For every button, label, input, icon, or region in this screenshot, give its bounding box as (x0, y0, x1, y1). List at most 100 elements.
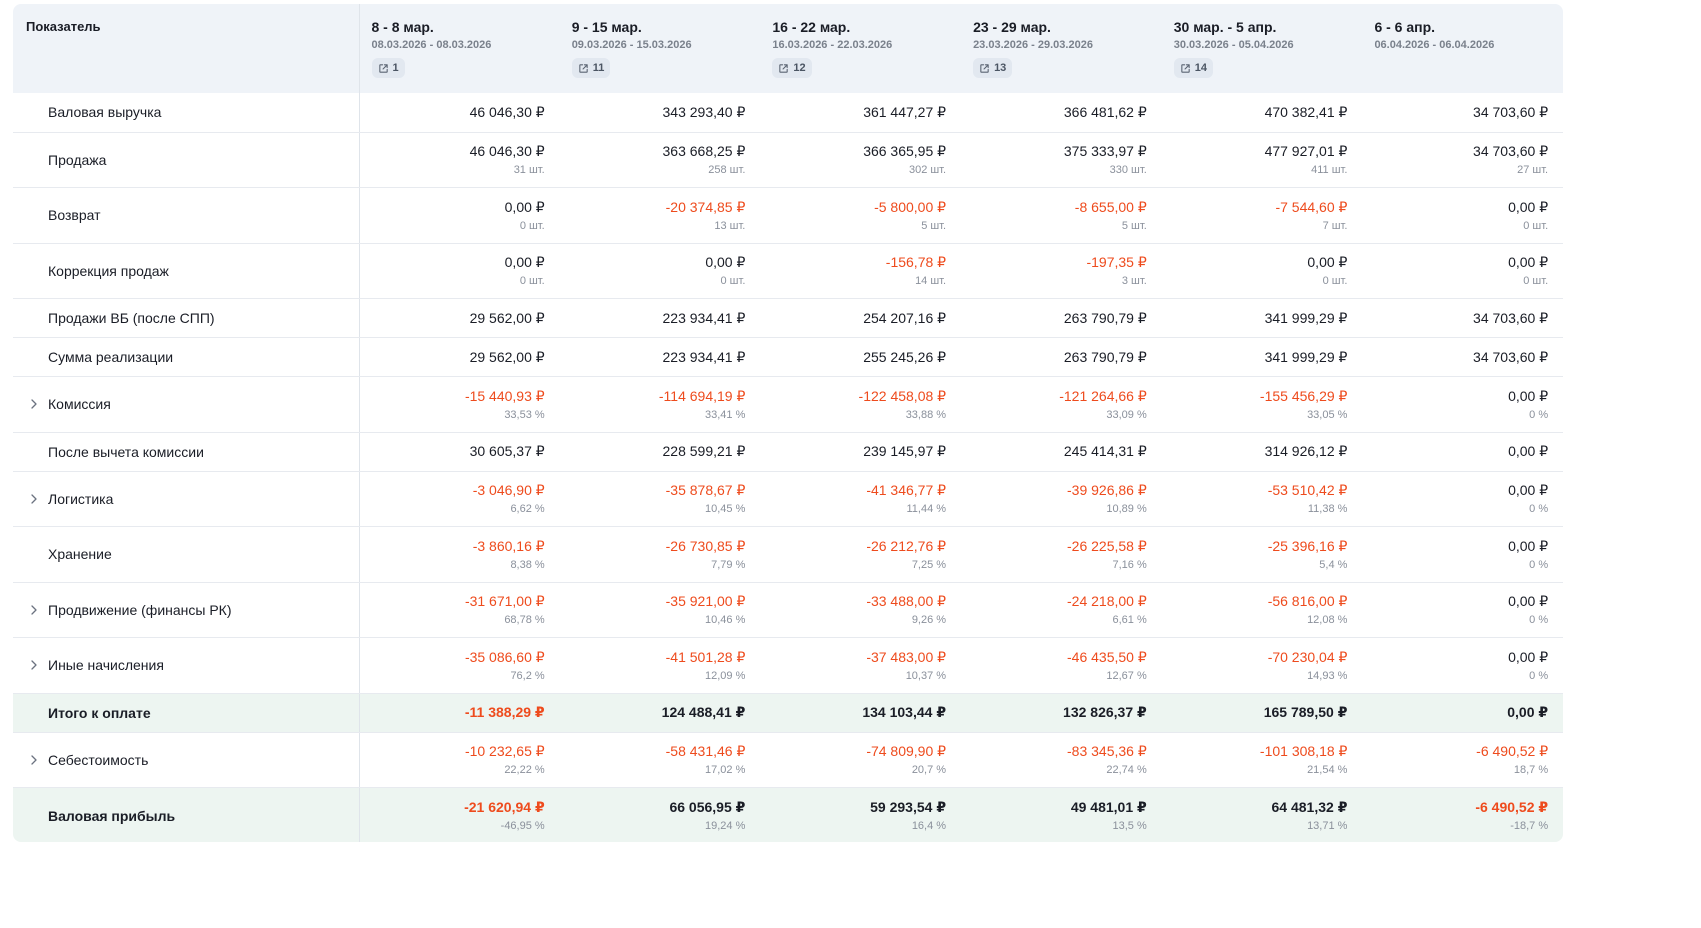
cell-amount: 223 934,41 ₽ (662, 348, 746, 365)
week-column-header: 16 - 22 мар. 16.03.2026 - 22.03.2026 12 (760, 4, 962, 93)
cell-secondary: 411 шт. (1311, 164, 1348, 177)
cell-amount: 343 293,40 ₽ (662, 103, 746, 120)
cell-amount: -35 878,67 ₽ (665, 482, 746, 499)
value-cell: 46 046,30 ₽ 31 шт. (359, 132, 560, 188)
cell-amount: -11 388,29 ₽ (464, 704, 545, 720)
value-cell: 0,00 ₽ 0 шт. (359, 187, 560, 244)
row-label-text: Продажа (48, 151, 107, 168)
table-row: Сумма реализации 29 562,00 ₽ 223 934,41 ₽ 2… (13, 337, 1563, 377)
cell-amount: -41 501,28 ₽ (665, 648, 746, 665)
row-label-text: Продажи ВБ (после СПП) (48, 310, 215, 326)
value-cell: -53 510,42 ₽ 11,38 % (1161, 471, 1363, 527)
cell-secondary: 10,46 % (705, 614, 746, 627)
cell-amount: 263 790,79 ₽ (1063, 348, 1147, 365)
cell-amount: -24 218,00 ₽ (1067, 593, 1147, 610)
row-label-text: Сумма реализации (48, 349, 174, 365)
cell-secondary: 12,08 % (1307, 614, 1348, 627)
chevron-right-icon[interactable] (28, 493, 40, 505)
cell-amount: 46 046,30 ₽ (469, 143, 545, 160)
cell-secondary: -46,95 % (500, 820, 545, 832)
cell-amount: 470 382,41 ₽ (1264, 103, 1348, 120)
week-date-range: 30.03.2026 - 05.04.2026 (1173, 39, 1294, 51)
week-title: 9 - 15 мар. (571, 19, 642, 35)
value-cell: 361 447,27 ₽ (760, 93, 962, 133)
value-cell: 165 789,50 ₽ (1161, 693, 1363, 733)
week-title: 30 мар. - 5 апр. (1173, 19, 1277, 35)
table-row: Продажа 46 046,30 ₽ 31 шт. 363 668,25 ₽ 258 … (13, 132, 1563, 188)
chevron-right-icon[interactable] (28, 604, 40, 616)
value-cell: 223 934,41 ₽ (559, 298, 761, 338)
value-cell: 34 703,60 ₽ 27 шт. (1362, 132, 1563, 188)
cell-amount: -10 232,65 ₽ (464, 743, 545, 760)
week-number-badge[interactable]: 12 (772, 58, 812, 78)
value-cell: 263 790,79 ₽ (961, 337, 1162, 377)
value-cell: 34 703,60 ₽ (1362, 298, 1563, 338)
cell-amount: 0,00 ₽ (504, 198, 545, 215)
week-number-badge[interactable]: 11 (571, 58, 611, 78)
cell-secondary: 33,05 % (1307, 408, 1348, 421)
value-cell: 29 562,00 ₽ (359, 298, 560, 338)
cell-amount: 124 488,41 ₽ (661, 704, 746, 720)
financial-report-table: Показатель 8 - 8 мар. 08.03.2026 - 08.03.… (13, 4, 1563, 842)
week-number-badge[interactable]: 13 (973, 58, 1013, 78)
row-label-text: Иные начисления (48, 657, 164, 674)
value-cell: -35 086,60 ₽ 76,2 % (359, 637, 560, 694)
value-cell: 0,00 ₽ 0 шт. (1362, 243, 1563, 299)
chevron-right-icon[interactable] (28, 659, 40, 671)
value-cell: -37 483,00 ₽ 10,37 % (760, 637, 962, 694)
week-date-range: 09.03.2026 - 15.03.2026 (571, 39, 692, 51)
table-row[interactable]: Комиссия -15 440,93 ₽ 33,53 % -114 694,19 ₽… (13, 376, 1563, 433)
value-cell: 341 999,29 ₽ (1161, 337, 1363, 377)
table-row[interactable]: Продвижение (финансы РК) -31 671,00 ₽ 68,7… (13, 582, 1563, 638)
report-table-container: Показатель 8 - 8 мар. 08.03.2026 - 08.03.… (13, 4, 1563, 842)
row-label: Логистика (13, 471, 360, 527)
cell-amount: -15 440,93 ₽ (464, 387, 545, 404)
cell-amount: 0,00 ₽ (1508, 593, 1549, 610)
cell-secondary: 13 шт. (714, 219, 746, 232)
cell-secondary: 10,37 % (905, 669, 947, 682)
external-link-icon (980, 63, 989, 73)
cell-secondary: 22,22 % (504, 764, 545, 777)
cell-secondary: 330 шт. (1109, 164, 1147, 177)
cell-secondary: 0 шт. (720, 275, 746, 288)
row-label-text: Продвижение (финансы РК) (48, 601, 232, 618)
cell-secondary: 0 % (1529, 669, 1549, 682)
week-number-badge[interactable]: 14 (1173, 58, 1213, 78)
cell-amount: 366 365,95 ₽ (863, 143, 947, 160)
cell-amount: 341 999,29 ₽ (1264, 309, 1348, 326)
cell-secondary: 68,78 % (504, 614, 545, 627)
row-label: Продвижение (финансы РК) (13, 582, 360, 638)
row-label-text: Хранение (48, 546, 112, 563)
cell-secondary: 5,4 % (1319, 558, 1348, 571)
cell-amount: -155 456,29 ₽ (1259, 387, 1348, 404)
cell-amount: -121 264,66 ₽ (1059, 387, 1147, 404)
external-link-icon (578, 63, 588, 73)
value-cell: -41 346,77 ₽ 11,44 % (760, 471, 962, 527)
cell-amount: -8 655,00 ₽ (1074, 198, 1147, 215)
chevron-right-icon[interactable] (28, 754, 40, 766)
value-cell: 477 927,01 ₽ 411 шт. (1161, 132, 1363, 188)
cell-amount: -35 086,60 ₽ (464, 648, 545, 665)
cell-amount: 0,00 ₽ (1508, 537, 1549, 554)
table-row[interactable]: Логистика -3 046,90 ₽ 6,62 % -35 878,67 ₽ 10… (13, 471, 1563, 527)
cell-secondary: 302 шт. (908, 164, 947, 177)
table-row[interactable]: Иные начисления -35 086,60 ₽ 76,2 % -41 501… (13, 637, 1563, 694)
value-cell: 0,00 ₽ 0 шт. (559, 243, 761, 299)
cell-amount: -70 230,04 ₽ (1267, 648, 1348, 665)
chevron-right-icon[interactable] (28, 398, 40, 410)
cell-amount: 132 826,37 ₽ (1063, 704, 1147, 720)
value-cell: 59 293,54 ₽ 16,4 % (760, 787, 962, 842)
cell-secondary: 7,25 % (911, 558, 947, 571)
cell-secondary: 6,61 % (1112, 614, 1147, 627)
cell-amount: -122 458,08 ₽ (858, 387, 947, 404)
week-number-badge[interactable]: 1 (371, 58, 405, 78)
cell-secondary: 13,71 % (1307, 820, 1348, 832)
value-cell: -8 655,00 ₽ 5 шт. (961, 187, 1162, 244)
cell-secondary: 14 шт. (915, 275, 947, 288)
value-cell: -26 225,58 ₽ 7,16 % (961, 526, 1162, 583)
cell-amount: 29 562,00 ₽ (469, 309, 545, 326)
value-cell: 46 046,30 ₽ (359, 93, 560, 133)
value-cell: 49 481,01 ₽ 13,5 % (961, 787, 1162, 842)
cell-amount: 254 207,16 ₽ (863, 309, 947, 326)
table-row[interactable]: Себестоимость -10 232,65 ₽ 22,22 % -58 431,… (13, 732, 1563, 788)
